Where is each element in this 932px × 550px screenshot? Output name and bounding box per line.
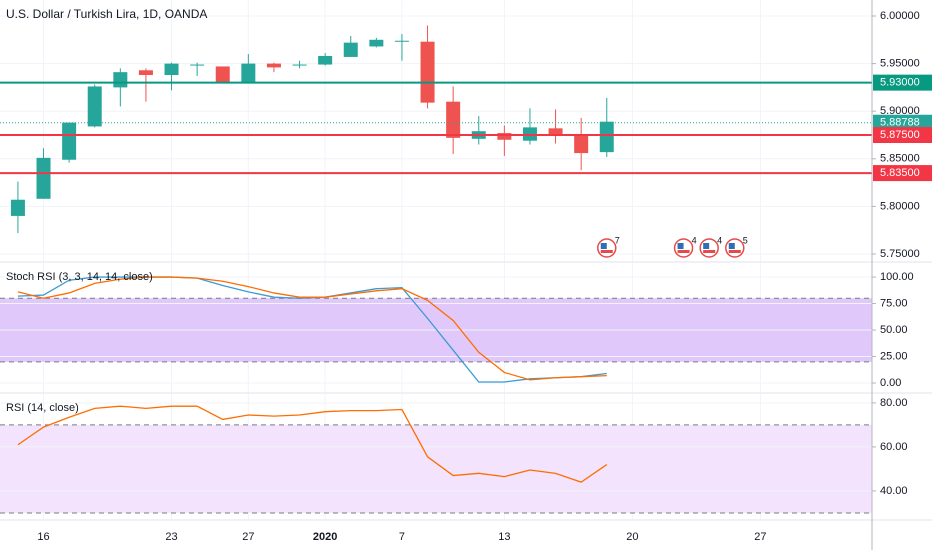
event-icon [699,238,719,258]
event-flag-blue [677,243,684,249]
candle-body [599,121,614,153]
candle-body [113,72,128,88]
y-tick-label: 5.90000 [880,105,920,117]
candle-body [343,42,358,57]
event-count: 4 [692,235,697,245]
x-tick-label: 2020 [313,531,337,543]
event-count: 7 [615,235,620,245]
y-tick-label: 50.00 [880,324,908,336]
pane-title: U.S. Dollar / Turkish Lira, 1D, OANDA [6,7,207,21]
event-flag-red [703,250,716,253]
candle-body [266,63,281,68]
event-icon [597,238,617,258]
price-level-tag [873,165,932,182]
candle-body [138,70,153,76]
event-flag-red [677,250,690,253]
y-tick-label: 100.00 [880,271,914,283]
price-level-tag [873,126,932,143]
y-tick-label: 5.75000 [880,248,920,260]
band [0,424,872,513]
price-level-label: 5.88788 [880,117,920,129]
candle-body [190,64,205,66]
price-level-tag [873,74,932,91]
pane-title: RSI (14, close) [6,402,79,414]
price-level-label: 5.93000 [880,77,920,89]
series-line [17,276,607,381]
candle-body [62,122,77,160]
price-level-tag [873,114,932,131]
candle-body [548,128,563,135]
y-tick-label: 5.95000 [880,58,920,70]
event-count: 4 [717,235,722,245]
candle-body [164,63,179,76]
y-tick-label: 0.00 [880,377,901,389]
candle-body [10,199,25,216]
pane-title: Stoch RSI (3, 3, 14, 14, close) [6,271,153,283]
event-flag-blue [703,243,710,249]
candle-body [292,64,307,66]
event-flag-red [728,250,741,253]
event-count: 5 [743,235,748,245]
x-tick-label: 23 [165,531,177,543]
candle-body [420,41,435,103]
candle-body [394,40,409,42]
x-tick-label: 16 [37,531,49,543]
candle-body [87,86,102,127]
y-tick-label: 60.00 [880,441,908,453]
y-tick-label: 5.80000 [880,200,920,212]
event-icon [673,238,694,258]
y-tick-label: 75.00 [880,297,908,309]
candle-body [318,55,333,65]
candle-body [369,39,384,47]
price-level-label: 5.83500 [880,167,920,179]
candle-body [36,157,51,199]
x-tick-label: 7 [399,531,405,543]
y-tick-label: 25.00 [880,350,908,362]
y-tick-label: 5.85000 [880,153,920,165]
candle-body [215,66,230,83]
x-tick-label: 13 [498,531,510,543]
y-tick-label: 40.00 [880,485,908,497]
candle-body [241,63,256,83]
candle-body [446,101,461,138]
x-tick-label: 27 [242,531,254,543]
event-flag-blue [728,243,735,249]
event-flag-red [600,250,613,253]
candle-body [574,134,589,154]
x-tick-label: 20 [626,531,638,543]
price-level-label: 5.87500 [880,129,920,141]
y-tick-label: 6.00000 [880,10,920,22]
event-flag-blue [600,243,607,249]
event-icon [725,238,745,258]
x-tick-label: 27 [754,531,766,543]
series-line [17,405,608,483]
candle-body [497,133,512,140]
y-tick-label: 80.00 [880,397,908,409]
